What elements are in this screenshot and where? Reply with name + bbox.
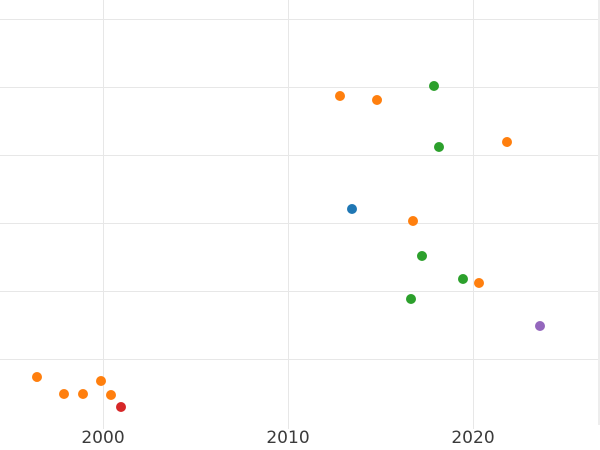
vertical-gridline [473, 0, 474, 429]
horizontal-gridline [0, 291, 600, 292]
data-point-orange [372, 95, 382, 105]
data-point-purple [535, 321, 545, 331]
horizontal-gridline [0, 87, 600, 88]
x-tick-label: 2020 [451, 428, 495, 448]
data-point-green [458, 274, 468, 284]
data-point-orange [106, 390, 116, 400]
data-point-orange [78, 389, 88, 399]
data-point-orange [335, 91, 345, 101]
data-point-blue [347, 204, 357, 214]
data-point-green [406, 294, 416, 304]
data-point-orange [474, 278, 484, 288]
plot-right-spine [598, 0, 600, 425]
vertical-gridline [288, 0, 289, 429]
horizontal-gridline [0, 19, 600, 20]
data-point-orange [59, 389, 69, 399]
horizontal-gridline [0, 359, 600, 360]
data-point-orange [408, 216, 418, 226]
data-point-orange [32, 372, 42, 382]
x-tick-label: 2010 [266, 428, 310, 448]
vertical-gridline [103, 0, 104, 429]
data-point-green [429, 81, 439, 91]
data-point-green [434, 142, 444, 152]
data-point-green [417, 251, 427, 261]
x-tick-label: 2000 [81, 428, 125, 448]
horizontal-gridline [0, 155, 600, 156]
data-point-red [116, 402, 126, 412]
data-point-orange [502, 137, 512, 147]
horizontal-gridline [0, 223, 600, 224]
data-point-orange [96, 376, 106, 386]
